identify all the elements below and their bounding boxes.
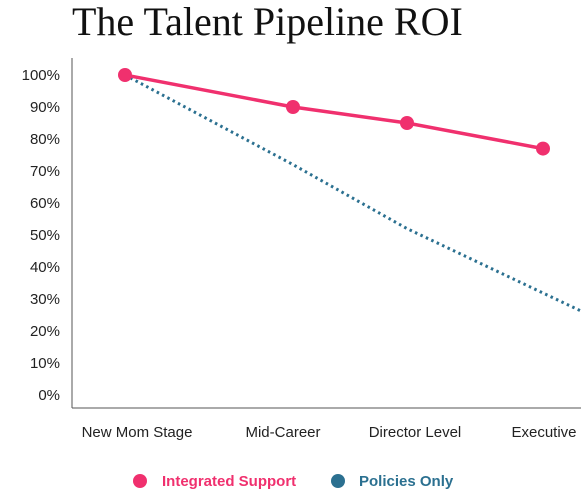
series-line-integrated-support xyxy=(124,73,544,151)
series-layer xyxy=(118,68,581,313)
y-tick-label: 30% xyxy=(30,291,60,308)
data-point-integrated-support xyxy=(286,100,300,114)
y-tick-label: 60% xyxy=(30,195,60,212)
data-point-integrated-support xyxy=(118,68,132,82)
y-tick-label: 50% xyxy=(30,227,60,244)
y-tick-label: 20% xyxy=(30,323,60,340)
y-tick-label: 100% xyxy=(22,67,60,84)
data-point-integrated-support xyxy=(400,116,414,130)
y-axis-ticks: 0% 10% 20% 30% 40% 50% 60% 70% 80% 90% 100% xyxy=(22,67,60,404)
y-tick-label: 80% xyxy=(30,131,60,148)
y-tick-label: 70% xyxy=(30,163,60,180)
chart-title: The Talent Pipeline ROI xyxy=(72,0,463,44)
y-tick-label: 10% xyxy=(30,355,60,372)
x-tick-label: Executive xyxy=(511,424,576,441)
x-axis-ticks: New Mom Stage Mid-Career Director Level Exe… xyxy=(82,424,577,441)
x-tick-label: New Mom Stage xyxy=(82,424,193,441)
x-tick-label: Mid-Career xyxy=(245,424,320,441)
series-line-policies-only xyxy=(124,73,581,313)
y-tick-label: 0% xyxy=(38,387,60,404)
y-tick-label: 90% xyxy=(30,99,60,116)
legend: Integrated Support Policies Only xyxy=(133,473,454,490)
legend-swatch xyxy=(133,474,147,488)
legend-label: Policies Only xyxy=(359,473,454,490)
y-tick-label: 40% xyxy=(30,259,60,276)
legend-swatch xyxy=(331,474,345,488)
legend-label: Integrated Support xyxy=(162,473,296,490)
x-tick-label: Director Level xyxy=(369,424,462,441)
data-point-integrated-support xyxy=(536,141,550,156)
